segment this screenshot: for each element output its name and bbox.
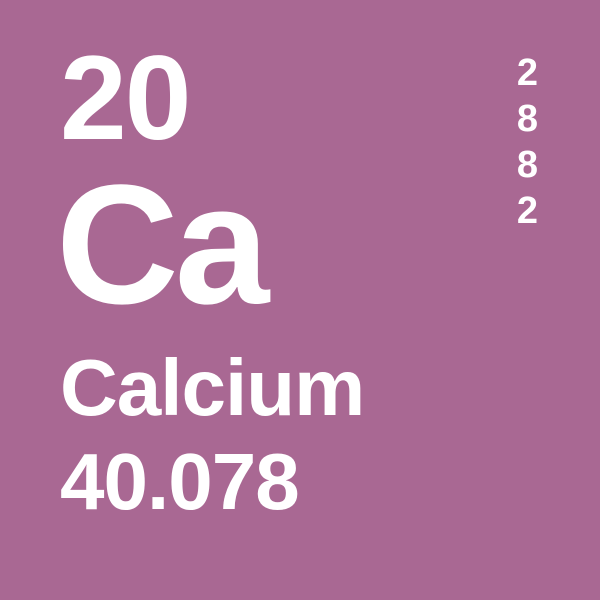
element-tile: 20 Ca Calcium 40.078 2 8 8 2 — [0, 0, 600, 600]
electron-shells: 2 8 8 2 — [517, 54, 538, 230]
electron-shell: 8 — [517, 100, 538, 138]
electron-shell: 8 — [517, 146, 538, 184]
electron-shell: 2 — [517, 192, 538, 230]
atomic-mass: 40.078 — [60, 442, 299, 522]
atomic-number: 20 — [60, 38, 189, 158]
electron-shell: 2 — [517, 54, 538, 92]
element-name: Calcium — [60, 348, 364, 428]
element-symbol: Ca — [56, 160, 265, 330]
